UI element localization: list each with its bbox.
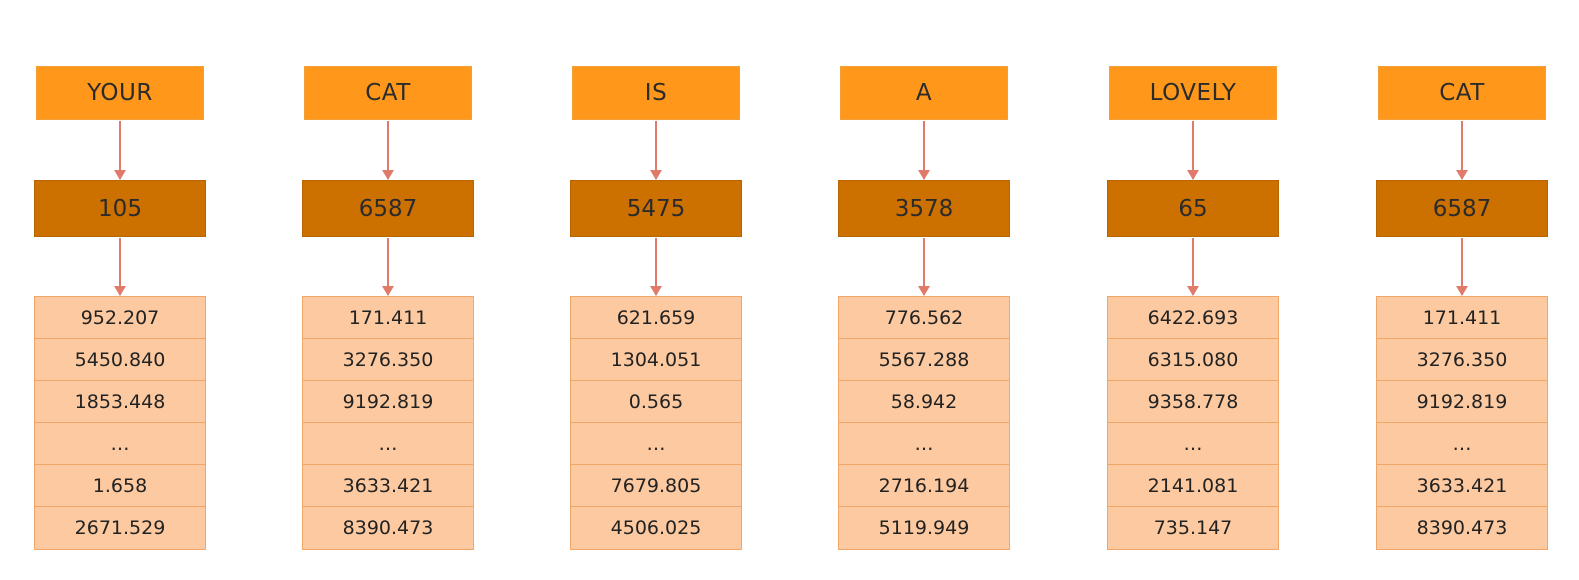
vector-cell-ellipsis: … (1377, 423, 1547, 465)
vector-cell: 3276.350 (303, 339, 473, 381)
vector-cell: 3633.421 (303, 465, 473, 507)
vector-cell: 1304.051 (571, 339, 741, 381)
token-id-box: 6587 (1376, 180, 1548, 237)
token-id-box: 5475 (570, 180, 742, 237)
token-word-box: A (840, 66, 1008, 120)
vector-cell-ellipsis: … (839, 423, 1009, 465)
vector-cell: 2141.081 (1108, 465, 1278, 507)
token-word-box: CAT (304, 66, 472, 120)
vector-cell: 6422.693 (1108, 297, 1278, 339)
embedding-vector: 621.659 1304.051 0.565 … 7679.805 4506.0… (570, 296, 742, 550)
vector-cell: 9192.819 (1377, 381, 1547, 423)
vector-cell: 6315.080 (1108, 339, 1278, 381)
token-id-box: 3578 (838, 180, 1010, 237)
arrow-down-icon (918, 121, 930, 180)
vector-cell-ellipsis: … (303, 423, 473, 465)
token-column: A 3578 776.562 5567.288 58.942 … 2716.19… (838, 0, 1010, 580)
token-column: CAT 6587 171.411 3276.350 9192.819 … 363… (1376, 0, 1548, 580)
arrow-down-icon (114, 121, 126, 180)
vector-cell: 5119.949 (878, 517, 970, 539)
embedding-vector: 952.207 5450.840 1853.448 … 1.658 2671.5… (34, 296, 206, 550)
vector-cell: 0.565 (571, 381, 741, 423)
arrow-down-icon (918, 238, 930, 296)
arrow-down-icon (1187, 121, 1199, 180)
arrow-down-icon (650, 121, 662, 180)
vector-cell: 5450.840 (35, 339, 205, 381)
vector-cell-ellipsis: … (571, 423, 741, 465)
vector-cell: 2671.529 (74, 517, 166, 539)
vector-cell-ellipsis: … (35, 423, 205, 465)
vector-cell: 3633.421 (1377, 465, 1547, 507)
vector-cell: 7679.805 (571, 465, 741, 507)
token-column: IS 5475 621.659 1304.051 0.565 … 7679.80… (570, 0, 742, 580)
arrow-down-icon (382, 121, 394, 180)
token-word-box: CAT (1378, 66, 1546, 120)
token-id-box: 65 (1107, 180, 1279, 237)
vector-cell: 5567.288 (839, 339, 1009, 381)
arrow-down-icon (382, 238, 394, 296)
embedding-vector: 171.411 3276.350 9192.819 … 3633.421 839… (1376, 296, 1548, 550)
arrow-down-icon (650, 238, 662, 296)
arrow-down-icon (1456, 121, 1468, 180)
vector-cell: 3276.350 (1377, 339, 1547, 381)
vector-cell: 9358.778 (1108, 381, 1278, 423)
vector-cell: 58.942 (839, 381, 1009, 423)
token-column: YOUR 105 952.207 5450.840 1853.448 … 1.6… (34, 0, 206, 580)
embedding-vector: 6422.693 6315.080 9358.778 … 2141.081 73… (1107, 296, 1279, 550)
embedding-vector: 171.411 3276.350 9192.819 … 3633.421 839… (302, 296, 474, 550)
vector-cell: 8390.473 (342, 517, 434, 539)
arrow-down-icon (114, 238, 126, 296)
token-id-box: 105 (34, 180, 206, 237)
vector-cell: 952.207 (35, 297, 205, 339)
vector-cell: 2716.194 (839, 465, 1009, 507)
token-column: CAT 6587 171.411 3276.350 9192.819 … 363… (302, 0, 474, 580)
vector-cell: 1853.448 (35, 381, 205, 423)
vector-cell: 621.659 (571, 297, 741, 339)
arrow-down-icon (1187, 238, 1199, 296)
token-word-box: IS (572, 66, 740, 120)
token-column: LOVELY 65 6422.693 6315.080 9358.778 … 2… (1107, 0, 1279, 580)
arrow-down-icon (1456, 238, 1468, 296)
vector-cell: 9192.819 (303, 381, 473, 423)
vector-cell: 776.562 (839, 297, 1009, 339)
vector-cell: 171.411 (303, 297, 473, 339)
vector-cell: 171.411 (1377, 297, 1547, 339)
vector-cell: 8390.473 (1416, 517, 1508, 539)
token-id-box: 6587 (302, 180, 474, 237)
vector-cell: 4506.025 (610, 517, 702, 539)
token-word-box: LOVELY (1109, 66, 1277, 120)
vector-cell: 735.147 (1153, 517, 1233, 539)
vector-cell: 1.658 (35, 465, 205, 507)
token-word-box: YOUR (36, 66, 204, 120)
embedding-vector: 776.562 5567.288 58.942 … 2716.194 5119.… (838, 296, 1010, 550)
vector-cell-ellipsis: … (1108, 423, 1278, 465)
